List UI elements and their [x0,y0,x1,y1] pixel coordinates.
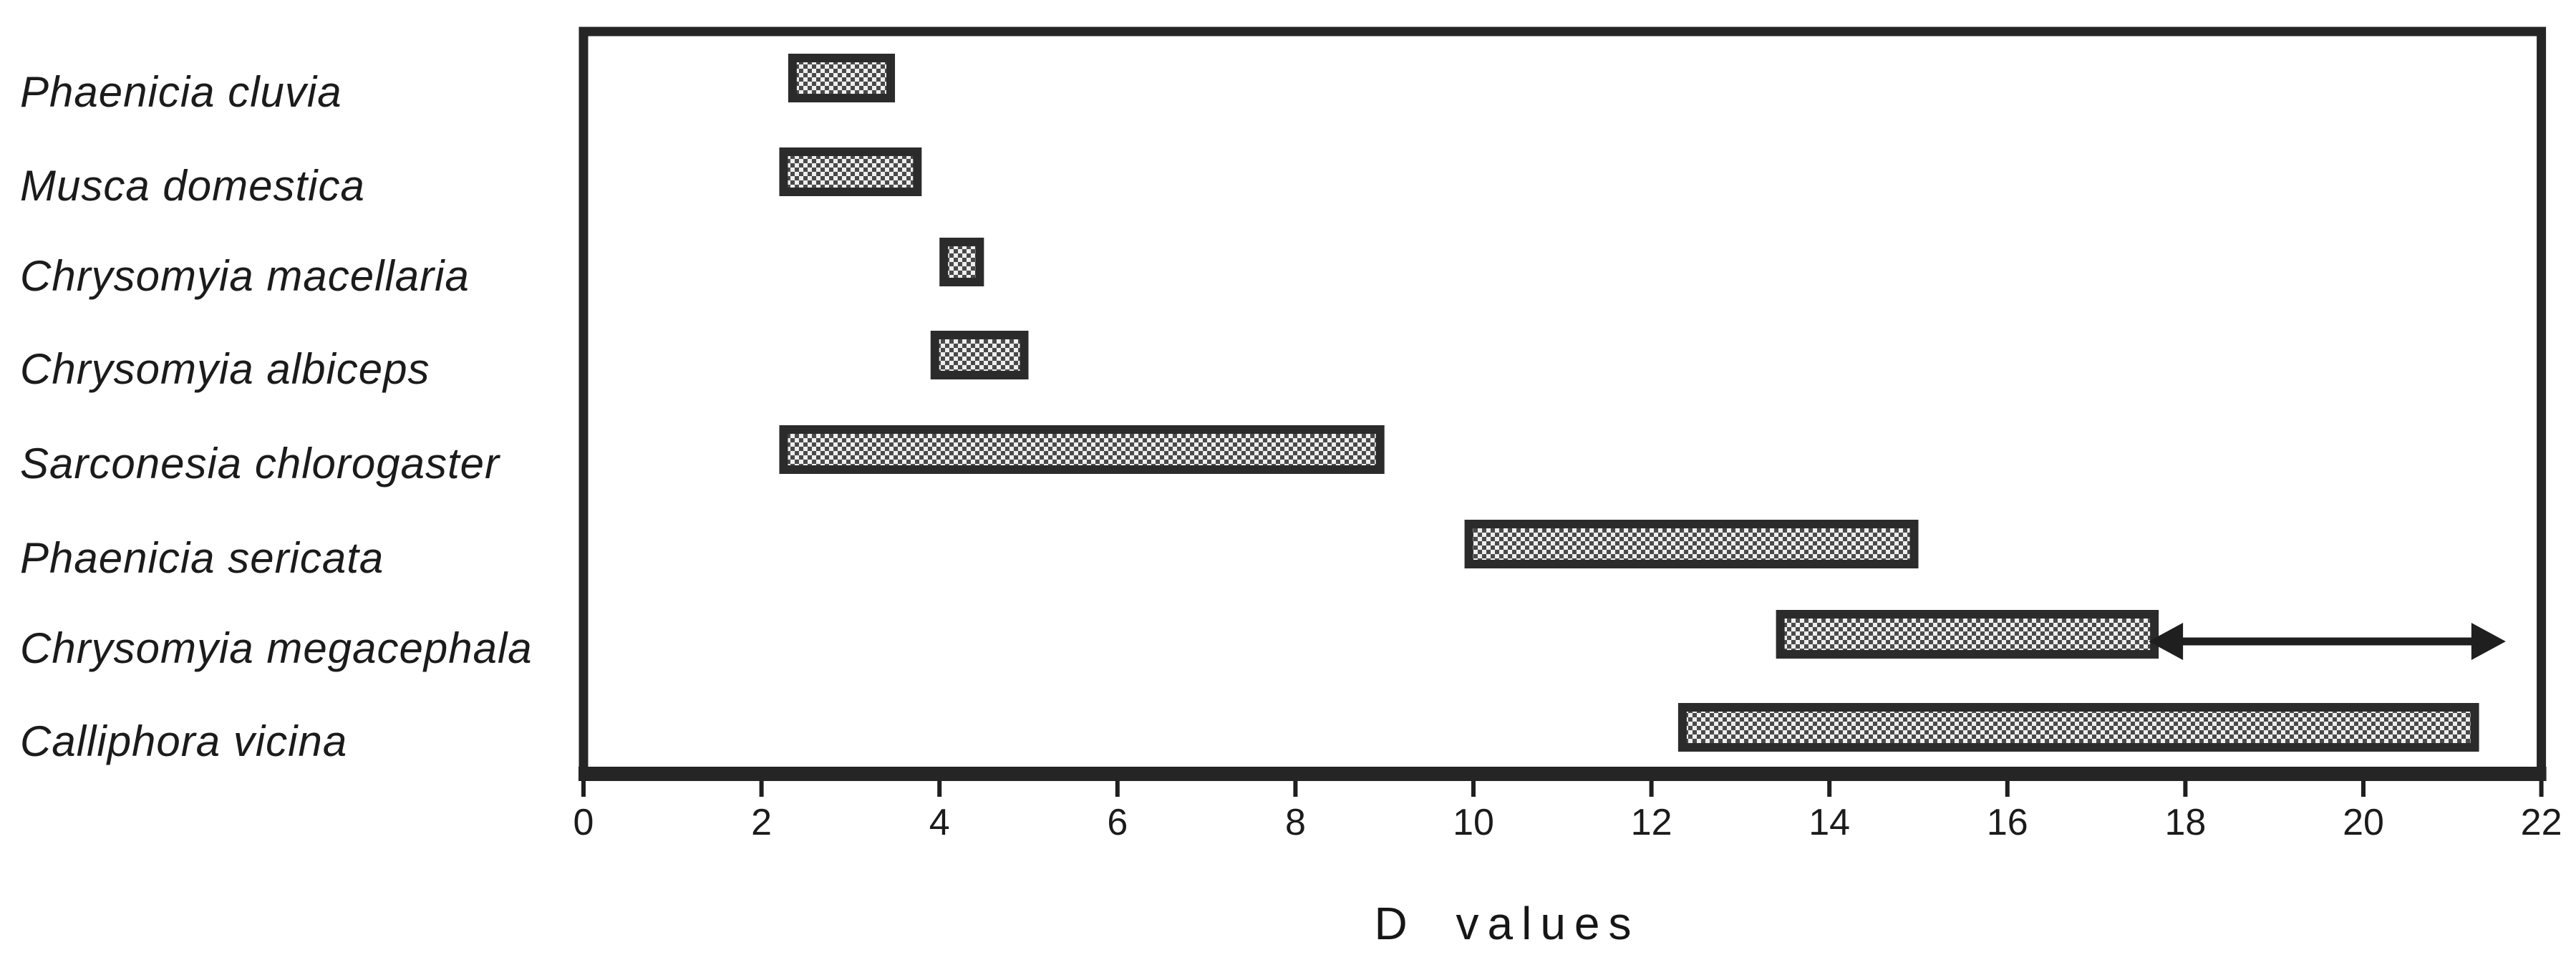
range-bar-phaenicia-cluvia [788,54,896,102]
species-label-phaenicia-sericata: Phaenicia sericata [20,534,384,582]
species-label-chrysomyia-macellaria: Chrysomyia macellaria [20,252,470,300]
x-tick-label-4: 4 [929,802,950,843]
range-extension-arrow [2149,623,2506,660]
species-label-chrysomyia-megacephala: Chrysomyia megacephala [20,624,533,672]
plot-frame [578,26,2547,779]
range-bar-phaenicia-sericata [1464,520,1919,568]
x-tick-label-2: 2 [751,802,772,843]
arrow-head-right [2471,623,2506,660]
range-bar-chrysomyia-megacephala [1776,610,2159,659]
range-bar-chrysomyia-albiceps [930,331,1029,379]
x-tick-label-20: 20 [2343,802,2384,843]
range-bar-calliphora-vicina [1677,703,2479,752]
x-tick-label-10: 10 [1453,802,1494,843]
range-bar-chrysomyia-macellaria [939,238,984,286]
species-label-musca-domestica: Musca domestica [20,162,365,210]
x-axis-title: D values [1375,898,1640,949]
x-tick-label-12: 12 [1631,802,1672,843]
x-tick-label-18: 18 [2164,802,2206,843]
x-tick-label-6: 6 [1107,802,1128,843]
range-bar-musca-domestica [779,147,922,196]
x-tick-label-8: 8 [1285,802,1306,843]
species-label-phaenicia-cluvia: Phaenicia cluvia [20,68,342,116]
range-bar-sarconesia-chlorogaster [779,425,1385,474]
species-label-sarconesia-chlorogaster: Sarconesia chlorogaster [20,440,500,488]
arrow-head-left [2149,623,2184,660]
species-label-calliphora-vicina: Calliphora vicina [20,717,347,765]
x-tick-label-16: 16 [1987,802,2028,843]
x-tick-label-0: 0 [573,802,594,843]
species-label-chrysomyia-albiceps: Chrysomyia albiceps [20,345,430,393]
x-tick-label-22: 22 [2521,802,2562,843]
x-tick-label-14: 14 [1808,802,1850,843]
